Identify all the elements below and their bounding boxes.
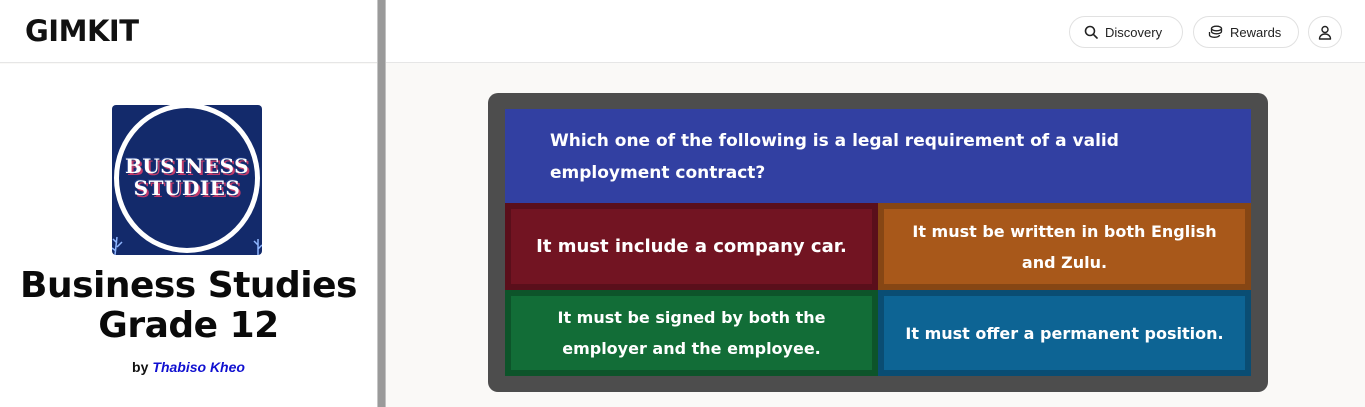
answer-option-4[interactable]: It must offer a permanent position. <box>878 290 1251 376</box>
rewards-button[interactable]: Rewards <box>1193 16 1299 48</box>
rewards-label: Rewards <box>1230 24 1282 40</box>
answer-option-2[interactable]: It must be written in both English and Z… <box>878 203 1251 290</box>
by-label: by <box>132 359 149 375</box>
answer-text: It must be written in both English <box>912 221 1217 241</box>
answer-text: employer and the employee. <box>562 339 821 358</box>
author-link[interactable]: Thabiso Kheo <box>152 359 245 375</box>
answer-text: and Zulu. <box>1021 252 1108 272</box>
cover-text: BUSINESS STUDIES <box>124 154 250 200</box>
kit-title: Business Studies Grade 12 <box>20 265 358 346</box>
kit-cover-image: BUSINESS STUDIES <box>112 105 262 255</box>
answer-text: It must be signed by both the <box>557 308 826 327</box>
discovery-label: Discovery <box>1105 24 1163 40</box>
cover-circle <box>114 105 260 253</box>
plant-decoration-icon <box>253 239 262 255</box>
coins-icon <box>1208 25 1223 39</box>
gimkit-logo[interactable]: GIMKIT <box>25 14 139 48</box>
kit-author: by Thabiso Kheo <box>0 359 377 375</box>
plant-decoration-icon <box>112 236 123 255</box>
answer-option-1[interactable]: It must include a company car. <box>505 203 878 290</box>
answer-option-3[interactable]: It must be signed by both the employer a… <box>505 290 878 376</box>
user-icon <box>1318 25 1332 40</box>
answer-text: It must offer a permanent position. <box>905 323 1224 343</box>
kit-info-panel: BUSINESS STUDIES Business Studies Grade … <box>0 64 377 407</box>
question-text: Which one of the following is a legal re… <box>505 109 1251 203</box>
answer-text: It must include a company car. <box>536 236 847 257</box>
profile-button[interactable] <box>1308 16 1342 48</box>
discovery-button[interactable]: Discovery <box>1069 16 1183 48</box>
top-navbar: GIMKIT Discovery Rewards <box>0 0 1365 63</box>
panel-resize-handle[interactable] <box>377 0 386 407</box>
search-icon <box>1084 25 1098 39</box>
